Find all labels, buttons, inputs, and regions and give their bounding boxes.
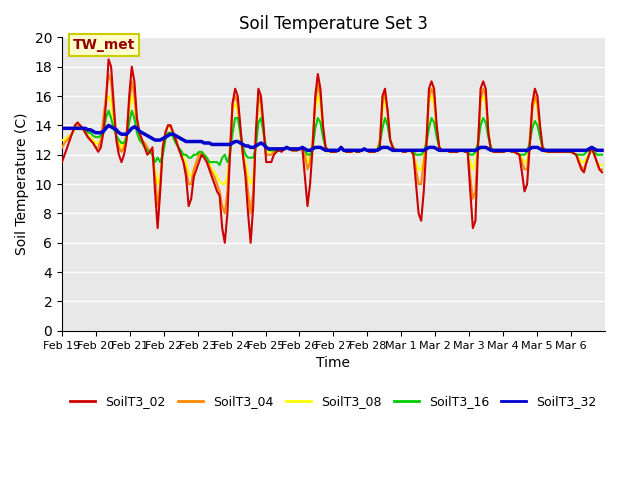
SoilT3_08	[105, 93, 113, 99]
SoilT3_04	[515, 152, 523, 157]
SoilT3_08	[154, 181, 161, 187]
SoilT3_16	[175, 144, 182, 150]
SoilT3_32	[58, 125, 66, 131]
X-axis label: Time: Time	[316, 356, 350, 370]
SoilT3_02	[63, 144, 71, 150]
SoilT3_02	[515, 152, 523, 157]
SoilT3_04	[332, 149, 340, 155]
SoilT3_32	[319, 146, 327, 152]
SoilT3_32	[303, 147, 311, 153]
Line: SoilT3_08: SoilT3_08	[62, 96, 602, 184]
SoilT3_32	[598, 147, 606, 153]
Line: SoilT3_02: SoilT3_02	[62, 60, 602, 243]
Line: SoilT3_16: SoilT3_16	[62, 111, 602, 165]
SoilT3_08	[177, 149, 185, 155]
SoilT3_04	[105, 71, 113, 77]
SoilT3_02	[175, 144, 182, 150]
SoilT3_08	[63, 134, 71, 140]
SoilT3_16	[63, 125, 71, 131]
SoilT3_08	[319, 130, 327, 135]
SoilT3_02	[105, 57, 113, 62]
SoilT3_32	[547, 147, 554, 153]
SoilT3_04	[598, 167, 606, 172]
SoilT3_02	[332, 149, 340, 155]
SoilT3_08	[58, 137, 66, 143]
SoilT3_02	[221, 240, 228, 246]
SoilT3_32	[515, 147, 523, 153]
SoilT3_16	[58, 125, 66, 131]
SoilT3_04	[319, 125, 327, 131]
SoilT3_04	[175, 144, 182, 150]
SoilT3_32	[332, 147, 340, 153]
SoilT3_16	[598, 152, 606, 157]
SoilT3_08	[547, 149, 554, 155]
SoilT3_16	[332, 149, 340, 155]
SoilT3_04	[221, 211, 228, 216]
SoilT3_02	[58, 159, 66, 165]
Legend: SoilT3_02, SoilT3_04, SoilT3_08, SoilT3_16, SoilT3_32: SoilT3_02, SoilT3_04, SoilT3_08, SoilT3_…	[65, 390, 602, 413]
SoilT3_04	[547, 149, 554, 155]
SoilT3_08	[515, 152, 523, 157]
Title: Soil Temperature Set 3: Soil Temperature Set 3	[239, 15, 428, 33]
Line: SoilT3_32: SoilT3_32	[62, 125, 602, 150]
SoilT3_04	[58, 144, 66, 150]
SoilT3_08	[332, 149, 340, 155]
SoilT3_04	[63, 137, 71, 143]
SoilT3_02	[547, 149, 554, 155]
SoilT3_02	[319, 122, 327, 128]
SoilT3_32	[63, 125, 71, 131]
SoilT3_32	[105, 122, 113, 128]
SoilT3_16	[319, 134, 327, 140]
SoilT3_32	[175, 134, 182, 140]
SoilT3_16	[547, 149, 554, 155]
Line: SoilT3_04: SoilT3_04	[62, 74, 602, 214]
SoilT3_08	[598, 162, 606, 168]
SoilT3_16	[515, 152, 523, 157]
SoilT3_16	[105, 108, 113, 114]
SoilT3_02	[598, 169, 606, 175]
SoilT3_16	[216, 162, 223, 168]
Text: TW_met: TW_met	[73, 38, 135, 52]
Y-axis label: Soil Temperature (C): Soil Temperature (C)	[15, 113, 29, 255]
